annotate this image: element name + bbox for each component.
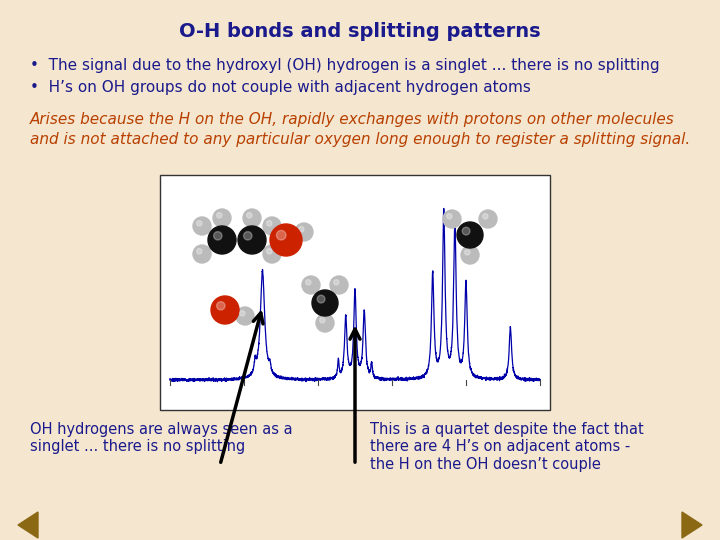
Circle shape <box>240 310 245 316</box>
Circle shape <box>238 226 266 254</box>
Circle shape <box>462 227 470 235</box>
Circle shape <box>246 213 252 218</box>
Circle shape <box>482 214 488 219</box>
Text: •  The signal due to the hydroxyl (OH) hydrogen is a singlet ... there is no spl: • The signal due to the hydroxyl (OH) hy… <box>30 58 660 73</box>
Circle shape <box>446 214 452 219</box>
Circle shape <box>208 226 236 254</box>
Text: OH hydrogens are always seen as a
singlet ... there is no splitting: OH hydrogens are always seen as a single… <box>30 422 292 454</box>
Text: and is not attached to any particular oxygen long enough to register a splitting: and is not attached to any particular ox… <box>30 132 690 147</box>
Circle shape <box>443 210 461 228</box>
Circle shape <box>217 213 222 218</box>
Circle shape <box>479 210 497 228</box>
Circle shape <box>263 217 281 235</box>
Circle shape <box>464 249 470 255</box>
Circle shape <box>243 232 252 240</box>
Circle shape <box>330 276 348 294</box>
Circle shape <box>214 232 222 240</box>
Polygon shape <box>18 512 38 538</box>
Circle shape <box>211 296 239 324</box>
Circle shape <box>333 280 339 285</box>
Circle shape <box>197 221 202 226</box>
Circle shape <box>193 245 211 263</box>
Circle shape <box>263 245 281 263</box>
Circle shape <box>270 224 302 256</box>
Circle shape <box>302 276 320 294</box>
Circle shape <box>320 318 325 323</box>
Circle shape <box>243 209 261 227</box>
Circle shape <box>266 221 272 226</box>
Circle shape <box>316 314 334 332</box>
Bar <box>160 175 550 410</box>
Text: Arises because the H on the OH, rapidly exchanges with protons on other molecule: Arises because the H on the OH, rapidly … <box>30 112 675 127</box>
Circle shape <box>266 248 272 254</box>
Circle shape <box>318 295 325 303</box>
Circle shape <box>312 290 338 316</box>
Polygon shape <box>682 512 702 538</box>
Circle shape <box>295 223 313 241</box>
Circle shape <box>276 231 286 240</box>
Circle shape <box>305 280 311 285</box>
Text: •  H’s on OH groups do not couple with adjacent hydrogen atoms: • H’s on OH groups do not couple with ad… <box>30 80 531 95</box>
Text: O-H bonds and splitting patterns: O-H bonds and splitting patterns <box>179 22 541 41</box>
Text: This is a quartet despite the fact that
there are 4 H’s on adjacent atoms -
the : This is a quartet despite the fact that … <box>370 422 644 472</box>
Circle shape <box>217 302 225 310</box>
Circle shape <box>461 246 479 264</box>
Circle shape <box>213 209 231 227</box>
Circle shape <box>457 222 483 248</box>
Circle shape <box>197 248 202 254</box>
Circle shape <box>236 307 254 325</box>
Circle shape <box>299 227 304 232</box>
Circle shape <box>193 217 211 235</box>
